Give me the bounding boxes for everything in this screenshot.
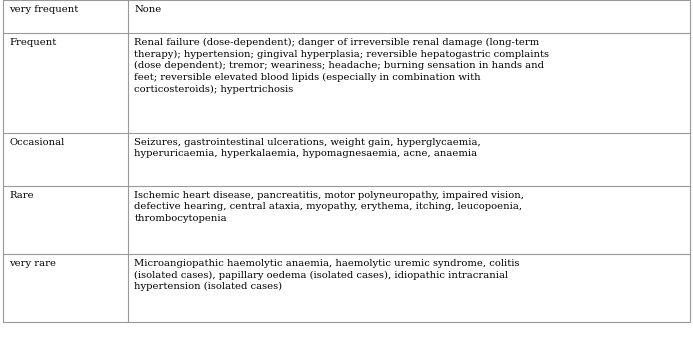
Text: Occasional: Occasional [10,138,64,147]
Text: Seizures, gastrointestinal ulcerations, weight gain, hyperglycaemia,
hyperuricae: Seizures, gastrointestinal ulcerations, … [134,138,481,158]
Text: Ischemic heart disease, pancreatitis, motor polyneuropathy, impaired vision,
def: Ischemic heart disease, pancreatitis, mo… [134,191,524,223]
Text: Rare: Rare [10,191,34,200]
Text: Renal failure (dose-dependent); danger of irreversible renal damage (long-term
t: Renal failure (dose-dependent); danger o… [134,38,550,94]
Text: None: None [134,5,161,14]
Text: very frequent: very frequent [10,5,79,14]
Text: Microangiopathic haemolytic anaemia, haemolytic uremic syndrome, colitis
(isolat: Microangiopathic haemolytic anaemia, hae… [134,259,520,291]
Text: very rare: very rare [10,259,56,268]
Text: Frequent: Frequent [10,38,57,47]
